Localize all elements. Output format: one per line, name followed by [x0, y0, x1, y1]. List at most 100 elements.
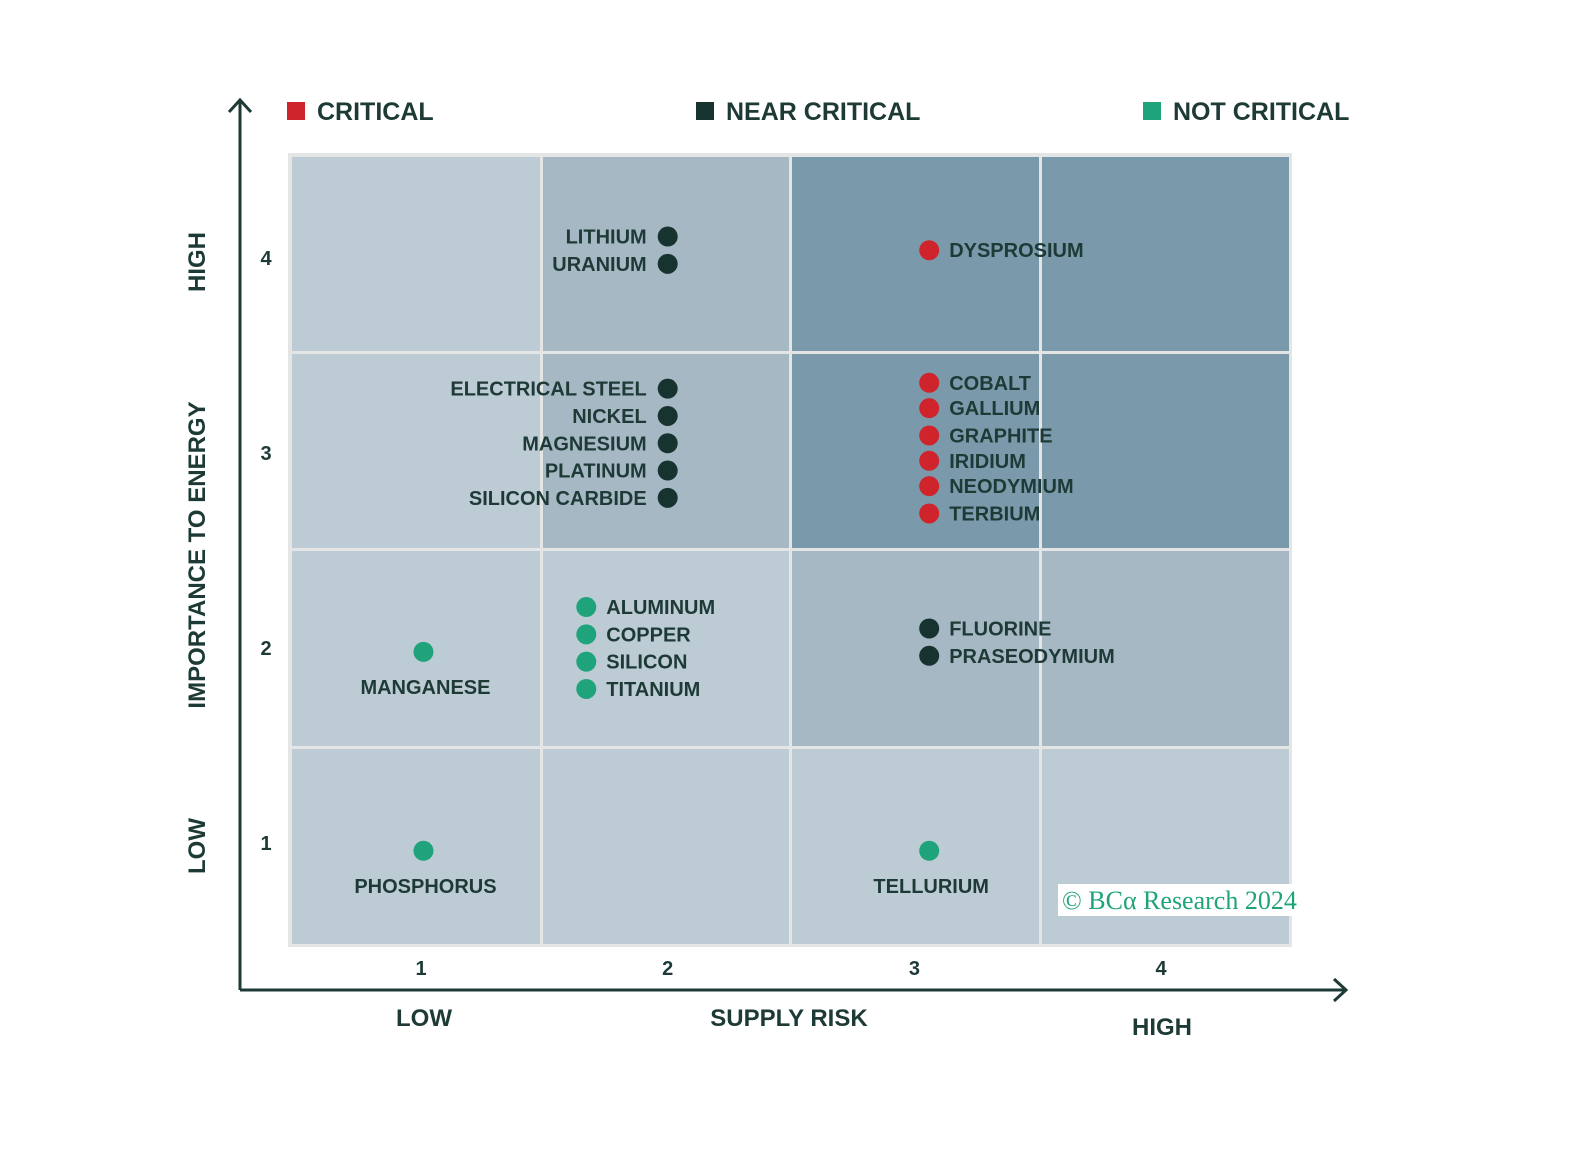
- point-marker: [657, 433, 678, 454]
- data-point: COPPER: [576, 624, 691, 646]
- point-marker: [919, 398, 940, 419]
- point-label: SILICON CARBIDE: [469, 488, 647, 510]
- data-point: FLUORINE: [919, 618, 1051, 641]
- matrix-cell: [1042, 551, 1289, 746]
- point-marker: [657, 378, 678, 399]
- data-point: LITHIUM: [566, 226, 678, 249]
- x-axis-high-label: HIGH: [1132, 1014, 1192, 1041]
- legend-swatch-critical: [287, 102, 305, 120]
- y-tick-label: 1: [260, 833, 271, 855]
- credit-text: © BCα Research 2024: [1062, 886, 1297, 915]
- point-marker: [657, 405, 678, 426]
- point-marker: [919, 645, 940, 666]
- point-label: URANIUM: [552, 254, 646, 276]
- y-tick-label: 4: [260, 248, 272, 270]
- matrix-cell: [292, 354, 540, 548]
- data-point: NICKEL: [572, 405, 678, 428]
- data-point: GALLIUM: [919, 398, 1040, 420]
- point-label: COBALT: [949, 373, 1031, 395]
- point-marker: [919, 425, 940, 446]
- y-tick-label: 3: [260, 443, 271, 465]
- point-marker: [413, 840, 434, 861]
- matrix-cell: [792, 749, 1039, 944]
- data-point: MAGNESIUM: [522, 433, 678, 455]
- matrix-cell: [792, 157, 1039, 351]
- data-point: GRAPHITE: [919, 425, 1053, 447]
- data-point: COBALT: [919, 372, 1031, 395]
- data-point: TELLURIUM: [873, 840, 989, 898]
- matrix-cell: [792, 354, 1039, 548]
- point-marker: [919, 840, 940, 861]
- credit-background: [1058, 884, 1320, 916]
- data-point: TERBIUM: [919, 503, 1040, 525]
- point-marker: [576, 651, 597, 672]
- point-marker: [919, 240, 940, 261]
- point-label: NEODYMIUM: [949, 476, 1073, 498]
- x-tick-label: 3: [909, 958, 920, 980]
- point-label: TELLURIUM: [873, 876, 989, 898]
- point-marker: [413, 641, 434, 662]
- legend: CRITICAL NEAR CRITICAL NOT CRITICAL: [287, 98, 1349, 126]
- point-marker: [657, 487, 678, 508]
- point-marker: [576, 624, 597, 645]
- point-label: PRASEODYMIUM: [949, 646, 1115, 668]
- data-point: SILICON: [576, 651, 687, 674]
- point-label: TERBIUM: [949, 503, 1040, 525]
- matrix-cell: [1042, 354, 1289, 548]
- point-label: LITHIUM: [566, 227, 647, 249]
- y-axis-title: IMPORTANCE TO ENERGY: [184, 401, 211, 708]
- legend-swatch-not: [1143, 102, 1161, 120]
- data-point: PLATINUM: [545, 460, 678, 483]
- data-point: DYSPROSIUM: [919, 240, 1084, 262]
- legend-label-near: NEAR CRITICAL: [726, 98, 920, 126]
- y-axis-high-label: HIGH: [184, 232, 211, 292]
- data-point: NEODYMIUM: [919, 476, 1074, 498]
- point-label: DYSPROSIUM: [949, 240, 1083, 262]
- data-point: ALUMINUM: [576, 597, 715, 619]
- legend-label-not: NOT CRITICAL: [1173, 98, 1349, 126]
- point-label: GRAPHITE: [949, 425, 1052, 447]
- point-label: MANGANESE: [360, 677, 490, 699]
- point-marker: [919, 503, 940, 524]
- data-point: PHOSPHORUS: [354, 840, 497, 898]
- matrix-cell: [543, 749, 789, 944]
- matrix-cells: [288, 153, 1292, 947]
- axes: [227, 97, 1349, 1003]
- point-label: TITANIUM: [606, 679, 700, 701]
- point-label: GALLIUM: [949, 398, 1040, 420]
- point-label: ALUMINUM: [606, 597, 715, 619]
- point-marker: [657, 253, 678, 274]
- legend-label-critical: CRITICAL: [317, 98, 434, 126]
- point-label: PHOSPHORUS: [354, 876, 496, 898]
- matrix-cell: [543, 551, 789, 746]
- point-label: FLUORINE: [949, 619, 1051, 641]
- data-point: MANGANESE: [360, 641, 490, 699]
- x-tick-label: 4: [1156, 958, 1168, 980]
- point-marker: [919, 450, 940, 471]
- point-marker: [657, 460, 678, 481]
- point-marker: [576, 678, 597, 699]
- data-point: IRIDIUM: [919, 450, 1026, 473]
- data-point: ELECTRICAL STEEL: [450, 378, 678, 401]
- point-label: ELECTRICAL STEEL: [450, 379, 646, 401]
- x-tick-label: 2: [662, 958, 673, 980]
- point-label: SILICON: [606, 652, 687, 674]
- point-marker: [576, 597, 597, 618]
- matrix-cell: [292, 157, 540, 351]
- point-label: PLATINUM: [545, 461, 647, 483]
- x-tick-label: 1: [415, 958, 426, 980]
- point-marker: [657, 226, 678, 247]
- point-marker: [919, 476, 940, 497]
- point-label: MAGNESIUM: [522, 433, 646, 455]
- y-tick-label: 2: [260, 638, 271, 660]
- y-axis-low-label: LOW: [184, 818, 211, 874]
- matrix-cell: [1042, 157, 1289, 351]
- point-label: IRIDIUM: [949, 451, 1026, 473]
- point-marker: [919, 372, 940, 393]
- x-axis-arrow-icon: [1332, 977, 1349, 1003]
- data-point: TITANIUM: [576, 678, 700, 701]
- x-axis-low-label: LOW: [396, 1005, 452, 1032]
- point-label: COPPER: [606, 624, 691, 646]
- data-point: URANIUM: [552, 253, 678, 276]
